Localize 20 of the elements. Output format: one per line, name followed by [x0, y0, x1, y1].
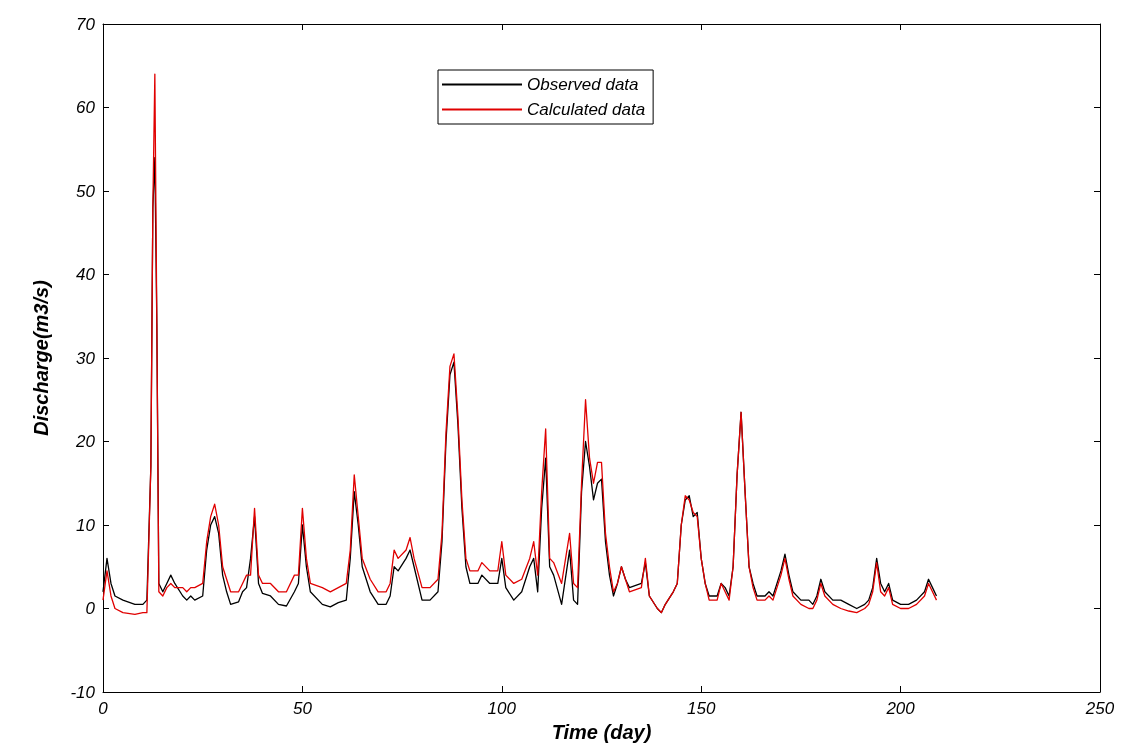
y-tick-label: -10 [70, 682, 96, 702]
y-axis-title: Discharge(m3/s) [30, 279, 52, 436]
x-tick-label: 150 [687, 699, 716, 718]
y-tick-label: 50 [76, 181, 96, 201]
y-tick-label: 30 [76, 348, 96, 368]
legend-label: Calculated data [527, 100, 646, 119]
x-tick-label: 0 [98, 699, 109, 718]
x-tick-label: 250 [1084, 699, 1115, 718]
x-tick-label: 200 [885, 699, 916, 718]
y-tick-label: 60 [76, 98, 96, 117]
legend-label: Observed data [527, 75, 639, 94]
y-tick-label: 20 [75, 432, 96, 451]
x-tick-label: 50 [292, 699, 313, 718]
y-tick-label: 70 [76, 14, 96, 34]
x-tick-label: 100 [487, 699, 517, 718]
line-series [102, 73, 938, 615]
y-tick-label: 10 [76, 515, 96, 535]
x-axis-title: Time (day) [551, 720, 652, 743]
y-tick-label: 0 [85, 599, 96, 618]
y-tick-label: 40 [76, 265, 96, 284]
